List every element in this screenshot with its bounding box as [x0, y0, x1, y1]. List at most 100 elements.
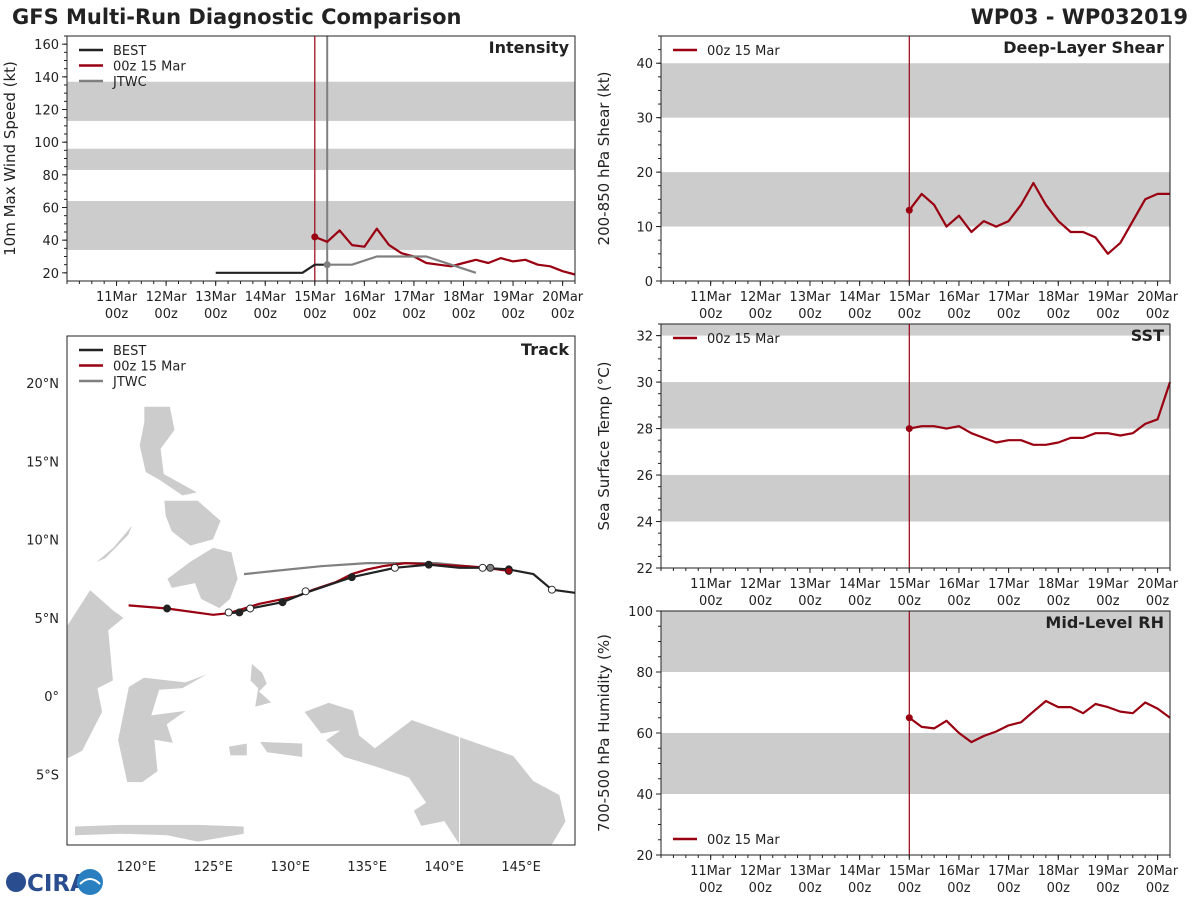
legend-label: BEST [113, 44, 146, 59]
x-tick-label: 17Mar [988, 864, 1030, 879]
y-tick-label: 40 [636, 57, 653, 72]
y-tick-label: 140 [34, 71, 59, 86]
x-tick-label-hour: 00z [452, 307, 476, 322]
y-tick-label: 32 [636, 330, 653, 345]
x-tick-label-hour: 00z [1096, 594, 1120, 609]
y-tick-label: 160 [34, 38, 59, 53]
x-tick-label-hour: 00z [154, 307, 178, 322]
x-tick-label: 20Mar [542, 290, 584, 305]
x-tick-label-hour: 00z [105, 307, 129, 322]
band-1 [661, 611, 1170, 672]
track-point [547, 585, 556, 594]
x-tick-label-hour: 00z [1047, 594, 1071, 609]
x-tick-label-hour: 00z [1146, 307, 1170, 322]
lat-tick-label: 20°N [26, 377, 59, 392]
y-tick-label: 10 [636, 221, 653, 236]
track-point [224, 608, 233, 617]
track-point [163, 604, 172, 613]
x-tick-label: 19Mar [1087, 290, 1129, 305]
y-tick-label: 28 [636, 423, 653, 438]
lat-tick-label: 15°N [26, 455, 59, 470]
y-axis-label: 200-850 hPa Shear (kt) [595, 72, 613, 246]
land-8 [258, 741, 303, 758]
band-2 [67, 81, 575, 121]
data-point [311, 233, 319, 241]
x-tick-label-hour: 00z [204, 307, 228, 322]
x-tick-label: 15Mar [889, 577, 931, 592]
x-tick-label-hour: 00z [749, 881, 773, 896]
track-map: 120°E 125°E 130°E 135°E 140°E 145°E 5°S 0° 5°N 10… [26, 335, 576, 875]
y-tick-label: 100 [628, 605, 653, 620]
x-tick-label: 15Mar [889, 864, 931, 879]
track-point [278, 598, 287, 607]
lon-tick-label: 140°E [424, 860, 464, 875]
data-point [323, 261, 331, 269]
land-0 [67, 589, 125, 760]
track-point [246, 604, 255, 613]
y-tick-label: 60 [42, 202, 59, 217]
x-tick-label: 13Mar [789, 864, 831, 879]
y-tick-label: 60 [636, 727, 653, 742]
shear-chart: 0 10 20 30 40 11Mar 00z 12Mar 00z 13Mar 00z 14Mar 00… [595, 35, 1179, 322]
land-1 [139, 406, 199, 497]
legend-label: 00z 15 Mar [113, 360, 186, 375]
x-tick-label-hour: 00z [1047, 307, 1071, 322]
x-tick-label: 12Mar [740, 577, 782, 592]
band-0 [661, 475, 1170, 522]
y-tick-label: 20 [636, 849, 653, 864]
y-tick-label: 24 [636, 516, 653, 531]
rh-chart: 20 40 60 80 100 11Mar 00z 12Mar 00z 13Mar 00z 14Mar… [595, 605, 1179, 896]
x-tick-label: 14Mar [839, 577, 881, 592]
lat-tick-label: 5°S [36, 769, 59, 784]
x-tick-label: 14Mar [839, 290, 881, 305]
land-layer [67, 406, 567, 845]
x-tick-label: 17Mar [988, 577, 1030, 592]
track-point [424, 560, 433, 569]
lon-tick-label: 130°E [270, 860, 310, 875]
x-tick-label-hour: 00z [898, 881, 922, 896]
panel-title: Track [521, 340, 569, 359]
land-2 [163, 500, 222, 547]
x-tick-label-hour: 00z [848, 881, 872, 896]
band-0 [67, 200, 575, 250]
band-1 [661, 63, 1170, 118]
y-tick-label: 120 [34, 104, 59, 119]
x-tick-label: 20Mar [1137, 290, 1179, 305]
cira-logo: CIRA [6, 869, 103, 897]
x-tick-label-hour: 00z [997, 307, 1021, 322]
panel-title: Mid-Level RH [1045, 613, 1164, 632]
lat-tick-label: 10°N [26, 534, 59, 549]
y-axis-label: Sea Surface Temp (°C) [595, 361, 613, 530]
x-tick-label: 19Mar [493, 290, 535, 305]
land-4 [166, 547, 239, 609]
x-tick-label-hour: 00z [798, 307, 822, 322]
logo-globe-icon [6, 872, 26, 892]
x-tick-label-hour: 00z [898, 307, 922, 322]
x-tick-label: 18Mar [1038, 290, 1080, 305]
x-tick-label: 19Mar [1087, 864, 1129, 879]
y-axis-label: 700-500 hPa Humidity (%) [595, 634, 613, 832]
x-tick-label-hour: 00z [898, 594, 922, 609]
x-tick-label-hour: 00z [848, 594, 872, 609]
x-tick-label: 12Mar [146, 290, 188, 305]
x-tick-label: 12Mar [740, 864, 782, 879]
x-tick-label-hour: 00z [501, 307, 525, 322]
track-point [478, 563, 487, 572]
x-tick-label: 14Mar [245, 290, 287, 305]
sst-chart: 22 24 26 28 30 32 11Mar 00z 12Mar 00z 13Mar 00z 14Ma… [595, 323, 1179, 609]
land-6 [249, 662, 273, 708]
x-tick-label: 17Mar [988, 290, 1030, 305]
y-tick-label: 40 [636, 788, 653, 803]
x-tick-label: 13Mar [789, 577, 831, 592]
y-tick-label: 0 [645, 275, 653, 290]
series-00z-15-mar [908, 181, 1170, 255]
x-tick-label: 20Mar [1137, 577, 1179, 592]
x-tick-label: 18Mar [443, 290, 485, 305]
y-axis-label: 10m Max Wind Speed (kt) [1, 61, 19, 256]
x-tick-label: 18Mar [1038, 577, 1080, 592]
x-tick-label-hour: 00z [947, 307, 971, 322]
x-tick-label: 20Mar [1137, 864, 1179, 879]
lon-tick-label: 135°E [347, 860, 387, 875]
track-point [390, 563, 399, 572]
x-tick-label-hour: 00z [997, 881, 1021, 896]
